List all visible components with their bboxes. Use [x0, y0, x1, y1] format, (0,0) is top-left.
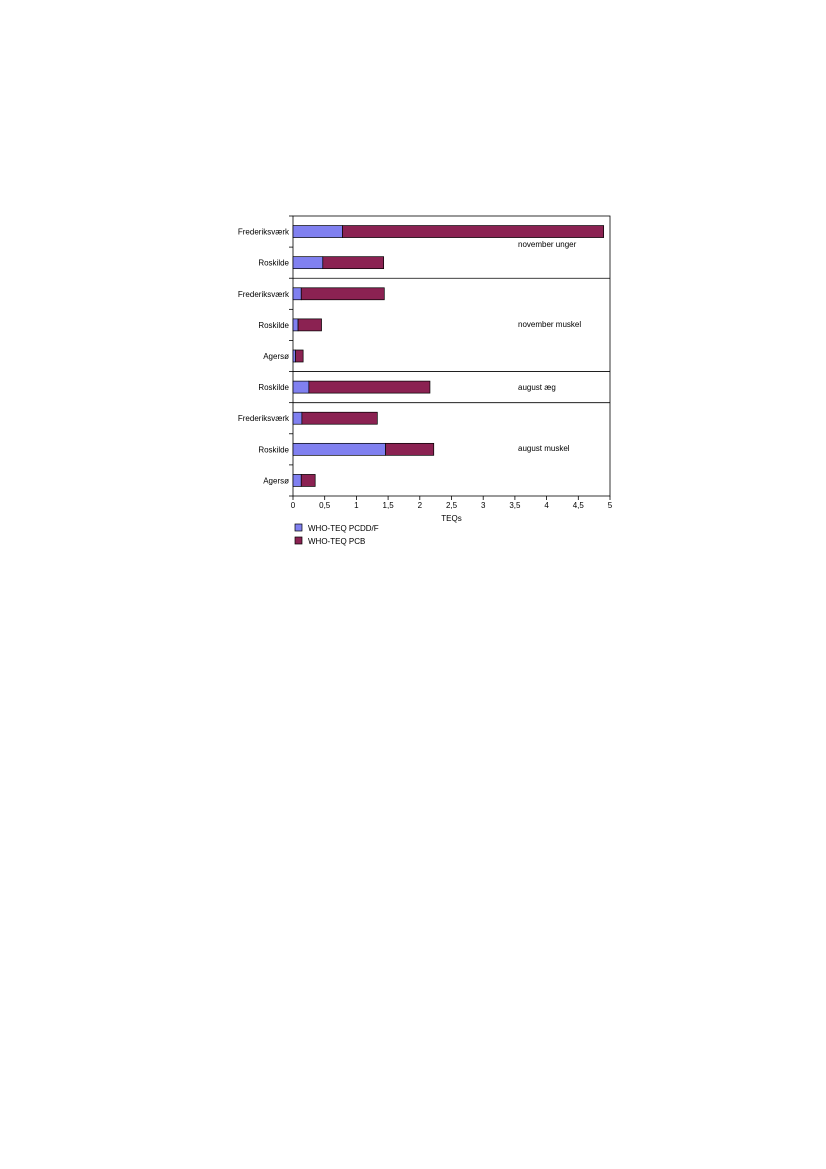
group-label: august æg	[518, 383, 556, 392]
x-axis-title: TEQs	[441, 514, 461, 523]
bar-pcdd-f	[292, 225, 343, 238]
bar-pcb	[385, 442, 435, 456]
category-label: Frederiksværk	[238, 290, 290, 299]
group-label: november unger	[518, 240, 577, 249]
x-tick-label: 1	[354, 501, 359, 510]
group-label: august muskel	[518, 444, 570, 453]
x-tick-label: 2,5	[446, 501, 458, 510]
bar-pcdd-f	[292, 287, 302, 301]
group-separators	[293, 277, 610, 404]
bar-pcdd-f	[292, 442, 386, 456]
x-tick-label: 5	[608, 501, 613, 510]
x-tick-label: 4,5	[573, 501, 585, 510]
legend-label: WHO-TEQ PCDD/F	[308, 524, 379, 533]
category-label: Agersø	[263, 352, 289, 361]
category-label: Agersø	[263, 476, 289, 485]
x-tick-label: 1,5	[383, 501, 395, 510]
bar-pcb	[322, 256, 385, 270]
bar-pcdd-f	[292, 474, 302, 487]
bar-pcdd-f	[292, 318, 299, 332]
bar-pcb	[301, 411, 378, 425]
group-label: november muskel	[518, 320, 581, 329]
x-tick-label: 3	[481, 501, 486, 510]
category-label: Frederiksværk	[238, 414, 290, 423]
bar-pcb	[342, 225, 605, 238]
category-label: Roskilde	[258, 445, 289, 454]
x-tick-label: 0	[291, 501, 296, 510]
legend-swatch	[294, 523, 303, 532]
legend: WHO-TEQ PCDD/F WHO-TEQ PCB	[294, 523, 379, 546]
category-label: Roskilde	[258, 259, 289, 268]
bar-pcb	[300, 474, 316, 487]
bar-pcdd-f	[292, 349, 296, 363]
x-tick-label: 3,5	[509, 501, 521, 510]
bar-pcdd-f	[292, 411, 303, 425]
x-tick-label: 4	[544, 501, 549, 510]
x-axis: 0 0,5 1 1,5 2 2,5 3 3,5 4 4,5 5	[291, 496, 613, 510]
bar-pcb	[295, 349, 304, 363]
category-label: Roskilde	[258, 321, 289, 330]
x-tick-label: 2	[418, 501, 423, 510]
bar-pcdd-f	[292, 380, 310, 394]
bar-pcb	[297, 318, 322, 332]
category-label: Frederiksværk	[238, 228, 290, 237]
bar-pcdd-f	[292, 256, 324, 270]
x-tick-label: 0,5	[319, 501, 331, 510]
bars	[292, 225, 605, 487]
bar-pcb	[308, 380, 431, 394]
category-label: Roskilde	[258, 383, 289, 392]
bar-pcb	[300, 287, 385, 301]
legend-swatch	[294, 536, 303, 545]
y-axis: Frederiksværk Roskilde Frederiksværk Roskil…	[238, 215, 293, 497]
group-labels: november unger november muskel august æg au…	[518, 240, 581, 453]
legend-label: WHO-TEQ PCB	[308, 537, 365, 546]
